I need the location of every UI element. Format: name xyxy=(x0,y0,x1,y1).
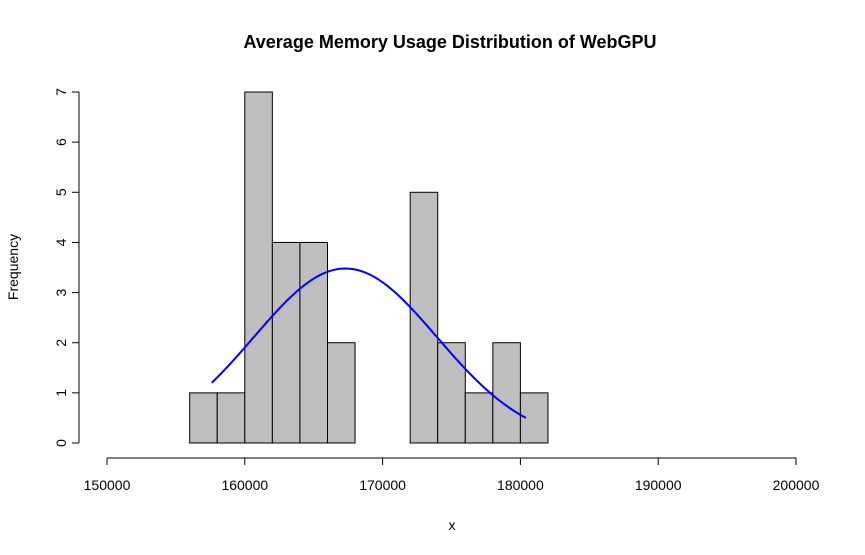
histogram-bar xyxy=(437,342,466,444)
x-axis-label: x xyxy=(449,517,456,533)
y-axis: 0 1 2 3 4 5 6 7 xyxy=(53,88,80,447)
histogram-bar xyxy=(299,241,328,444)
histogram-bar xyxy=(492,342,521,444)
x-tick-label: 150000 xyxy=(84,477,131,493)
x-tick-label: 200000 xyxy=(773,477,820,493)
x-tick-label: 170000 xyxy=(359,477,406,493)
x-tick-label: 180000 xyxy=(497,477,544,493)
histogram-bar xyxy=(271,241,301,444)
y-tick-label: 7 xyxy=(53,88,69,96)
y-tick-label: 6 xyxy=(53,138,69,146)
histogram-bar xyxy=(464,392,494,444)
y-tick-label: 2 xyxy=(53,339,69,347)
y-tick-label: 5 xyxy=(53,188,69,196)
histogram-bar xyxy=(244,91,273,444)
y-tick-label: 1 xyxy=(53,389,69,397)
x-tick-label: 160000 xyxy=(221,477,268,493)
y-axis-label: Frequency xyxy=(5,234,21,300)
x-tick-label: 190000 xyxy=(635,477,682,493)
x-axis: 150000 160000 170000 180000 190000 200000 xyxy=(84,457,820,493)
chart-title: Average Memory Usage Distribution of Web… xyxy=(243,32,656,52)
y-tick-label: 0 xyxy=(53,439,69,447)
density-curve-layer xyxy=(211,267,527,419)
density-curve xyxy=(211,267,527,419)
histogram-bar xyxy=(216,392,246,444)
y-tick-label: 4 xyxy=(53,238,69,246)
histogram-bar xyxy=(409,191,439,444)
histogram-bar xyxy=(189,392,218,444)
histogram-bar xyxy=(326,342,356,444)
histogram-bars xyxy=(189,91,549,444)
y-tick-label: 3 xyxy=(53,288,69,296)
